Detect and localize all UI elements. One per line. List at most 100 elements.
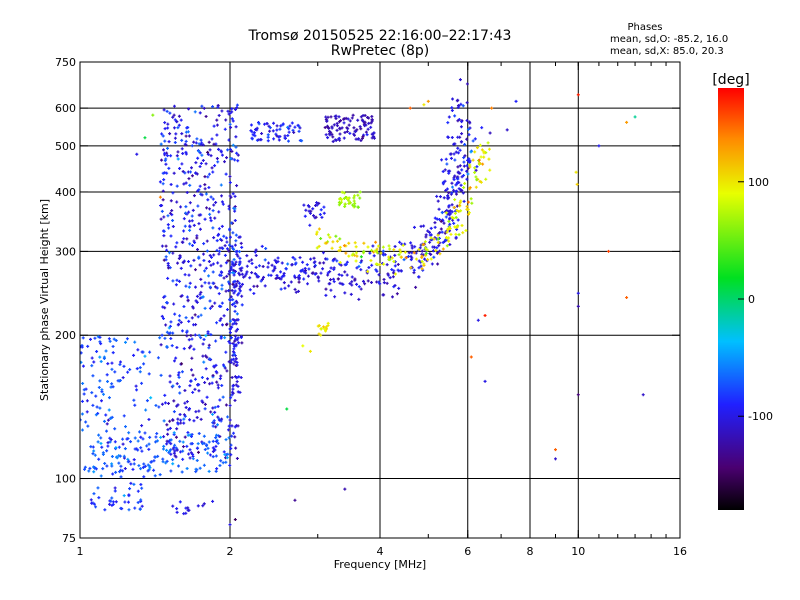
data-point bbox=[166, 214, 170, 218]
data-point bbox=[163, 151, 167, 155]
data-point bbox=[215, 118, 219, 122]
data-point bbox=[162, 215, 166, 219]
data-point bbox=[192, 140, 196, 144]
data-point bbox=[108, 440, 112, 444]
data-point bbox=[322, 211, 326, 215]
data-point bbox=[335, 128, 339, 132]
data-point bbox=[122, 414, 126, 418]
data-point bbox=[160, 402, 164, 406]
data-point bbox=[386, 273, 390, 277]
data-point bbox=[409, 241, 413, 245]
data-point bbox=[89, 337, 93, 341]
data-point bbox=[237, 271, 241, 275]
data-point bbox=[173, 312, 177, 316]
data-point bbox=[355, 254, 359, 258]
data-point bbox=[129, 462, 133, 466]
data-point bbox=[163, 336, 167, 340]
data-point bbox=[337, 273, 341, 277]
data-point bbox=[369, 258, 373, 262]
data-point bbox=[301, 260, 305, 264]
data-point bbox=[156, 356, 160, 360]
data-point bbox=[166, 122, 170, 126]
data-point bbox=[310, 271, 314, 275]
data-point bbox=[98, 335, 102, 339]
data-point bbox=[454, 150, 458, 154]
data-point bbox=[453, 211, 457, 215]
data-point bbox=[174, 245, 178, 249]
data-point bbox=[99, 342, 103, 346]
data-point bbox=[353, 204, 357, 208]
data-point bbox=[231, 246, 235, 250]
data-point bbox=[214, 370, 218, 374]
data-point bbox=[216, 386, 220, 390]
data-point bbox=[182, 417, 186, 421]
data-point bbox=[338, 127, 342, 131]
data-point bbox=[199, 417, 203, 421]
data-point bbox=[292, 130, 296, 134]
data-point bbox=[139, 498, 143, 502]
data-point bbox=[201, 158, 205, 162]
data-point bbox=[162, 444, 166, 448]
data-point bbox=[350, 283, 354, 287]
data-point bbox=[230, 288, 234, 292]
data-point bbox=[234, 125, 238, 129]
data-point bbox=[162, 234, 166, 238]
data-point bbox=[265, 122, 269, 126]
data-point bbox=[343, 130, 347, 134]
data-point bbox=[330, 246, 334, 250]
data-point bbox=[139, 435, 143, 439]
data-point bbox=[211, 197, 215, 201]
data-point bbox=[169, 337, 173, 341]
data-point bbox=[351, 252, 355, 256]
data-point bbox=[440, 211, 444, 215]
data-point bbox=[207, 281, 211, 285]
data-point bbox=[175, 184, 179, 188]
data-point bbox=[184, 316, 188, 320]
data-point bbox=[164, 162, 168, 166]
data-point bbox=[205, 239, 209, 243]
data-point bbox=[352, 126, 356, 130]
data-point bbox=[218, 398, 222, 402]
data-point bbox=[96, 486, 100, 490]
data-point bbox=[297, 274, 301, 278]
data-point bbox=[119, 506, 123, 510]
data-point bbox=[323, 327, 327, 331]
data-point bbox=[161, 460, 165, 464]
data-point bbox=[469, 355, 473, 359]
data-point bbox=[234, 145, 238, 149]
data-point bbox=[575, 182, 579, 186]
data-point bbox=[463, 142, 467, 146]
data-point bbox=[171, 225, 175, 229]
data-point bbox=[454, 192, 458, 196]
data-point bbox=[459, 125, 463, 129]
data-point bbox=[203, 448, 207, 452]
data-point bbox=[105, 422, 109, 426]
data-point bbox=[80, 428, 84, 432]
data-point bbox=[173, 140, 177, 144]
data-point bbox=[441, 169, 445, 173]
data-point bbox=[331, 240, 335, 244]
data-point bbox=[191, 390, 195, 394]
data-point bbox=[225, 240, 229, 244]
data-point bbox=[236, 318, 240, 322]
data-point bbox=[175, 448, 179, 452]
data-point bbox=[284, 267, 288, 271]
data-point bbox=[236, 254, 240, 258]
data-point bbox=[379, 251, 383, 255]
data-point bbox=[234, 383, 238, 387]
data-point bbox=[302, 203, 306, 207]
data-point bbox=[240, 245, 244, 249]
data-point bbox=[159, 142, 163, 146]
data-point bbox=[127, 508, 131, 512]
data-point bbox=[179, 418, 183, 422]
data-point bbox=[338, 260, 342, 264]
data-point bbox=[165, 301, 169, 305]
data-point bbox=[469, 197, 473, 201]
data-point bbox=[484, 177, 488, 181]
data-point bbox=[184, 181, 188, 185]
data-point bbox=[92, 465, 96, 469]
data-point bbox=[263, 122, 267, 126]
data-point bbox=[344, 251, 348, 255]
data-point bbox=[447, 219, 451, 223]
data-point bbox=[450, 210, 454, 214]
